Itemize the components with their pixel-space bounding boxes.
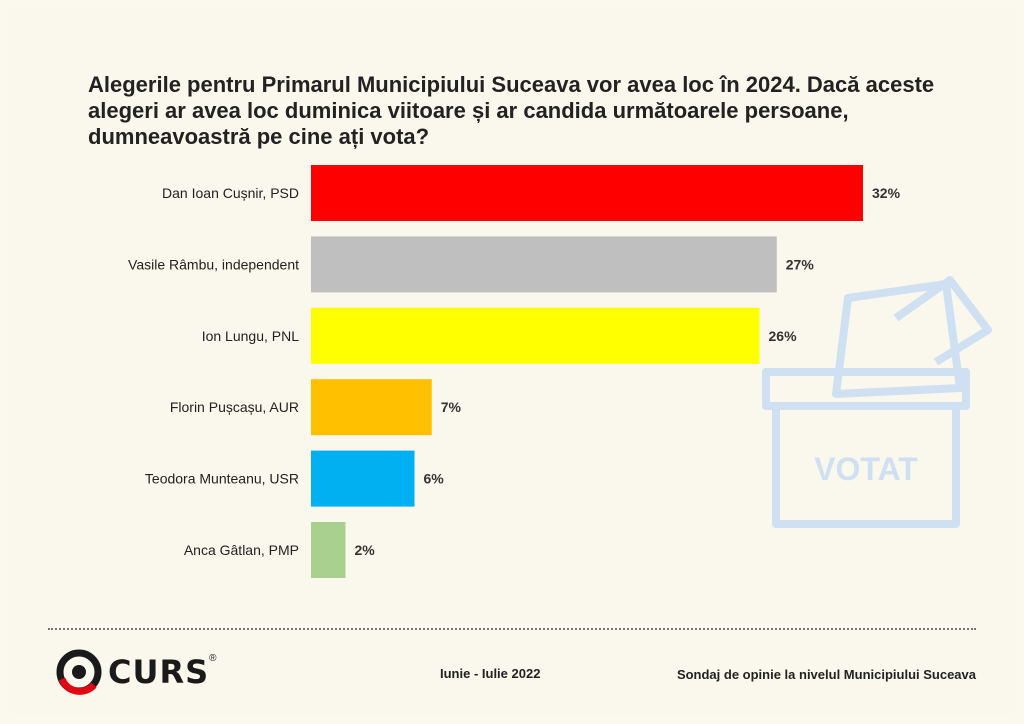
value-label-3: 7%: [441, 399, 462, 415]
category-label-3: Florin Pușcașu, AUR: [170, 399, 299, 415]
bar-1: [311, 236, 777, 293]
curs-logo-icon: [56, 649, 102, 695]
registered-mark: ®: [209, 652, 217, 664]
bar-5: [311, 522, 346, 578]
bar-chart: Dan Ioan Cușnir, PSD 32% Vasile Râmbu, ind…: [128, 165, 901, 578]
value-label-1: 27%: [786, 256, 815, 272]
ballot-box-icon: VOTAT: [762, 276, 992, 528]
logo-text: CURS: [108, 653, 210, 691]
curs-logo: CURS ®: [56, 648, 217, 696]
bar-2: [311, 307, 760, 364]
category-label-2: Ion Lungu, PNL: [202, 328, 300, 344]
value-label-4: 6%: [424, 471, 445, 487]
bar-3: [311, 379, 432, 436]
category-label-1: Vasile Râmbu, independent: [128, 256, 299, 272]
bar-4: [311, 450, 415, 507]
survey-period: Iunie - Iulie 2022: [440, 666, 541, 681]
bar-0: [311, 165, 863, 221]
footer-divider: [48, 628, 976, 630]
value-label-0: 32%: [872, 185, 901, 201]
category-label-4: Teodora Munteanu, USR: [145, 471, 299, 487]
category-label-5: Anca Gâtlan, PMP: [184, 542, 299, 558]
value-label-5: 2%: [355, 542, 376, 558]
survey-source: Sondaj de opinie la nivelul Municipiului…: [676, 667, 976, 682]
value-label-2: 26%: [769, 328, 798, 344]
watermark-text: VOTAT: [814, 451, 918, 487]
chart-title: Alegerile pentru Primarul Municipiului S…: [88, 72, 935, 149]
category-label-0: Dan Ioan Cușnir, PSD: [162, 185, 299, 201]
